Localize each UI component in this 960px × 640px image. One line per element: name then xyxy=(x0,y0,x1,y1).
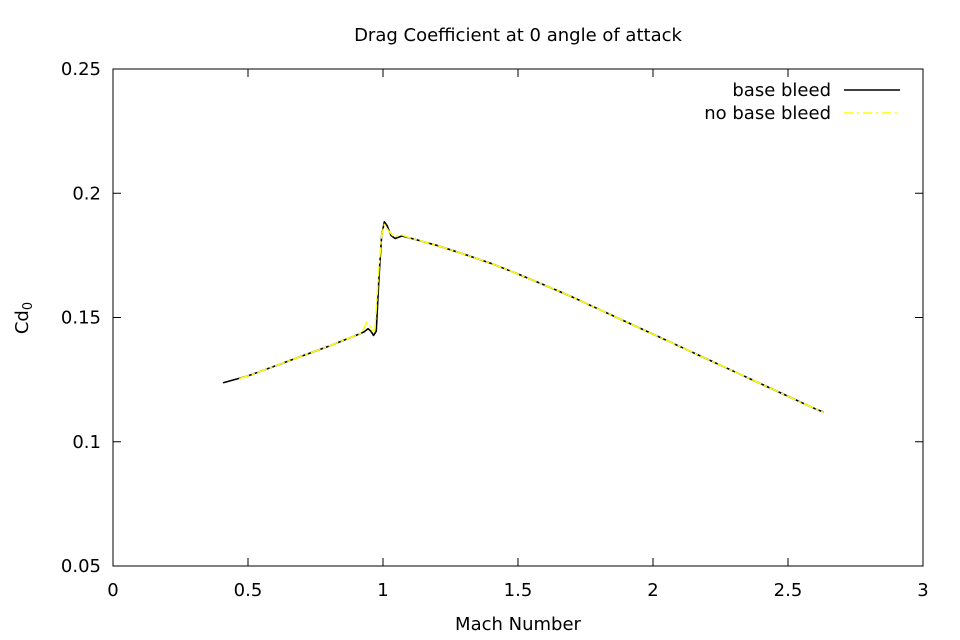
x-axis-label: Mach Number xyxy=(455,614,581,635)
series-layer xyxy=(222,221,824,413)
x-tick-label-0: 0 xyxy=(107,580,118,601)
x-tick-label-1: 1 xyxy=(377,580,388,601)
series-base-bleed xyxy=(222,221,824,413)
y-axis-label-main: Cd xyxy=(12,310,33,334)
series-no-base-bleed xyxy=(239,223,824,413)
y-tick-label-0-2: 0.2 xyxy=(72,183,101,204)
plot-frame xyxy=(112,68,924,567)
legend: base bleed no base bleed xyxy=(704,80,900,124)
y-axis-label-subscript: 0 xyxy=(21,302,36,310)
x-tick-label-1-5: 1.5 xyxy=(504,580,533,601)
x-tick-label-2-5: 2.5 xyxy=(774,580,803,601)
plot-frame-group xyxy=(112,68,924,567)
y-tick-label-0-1: 0.1 xyxy=(72,432,101,453)
legend-label-base-bleed: base bleed xyxy=(732,80,831,101)
x-ticks: 0 0.5 1 1.5 2 2.5 3 xyxy=(107,69,929,601)
y-axis-label: Cd0 xyxy=(12,302,36,334)
series-line-base-bleed xyxy=(222,221,824,413)
y-ticks: 0.05 0.1 0.15 0.2 0.25 xyxy=(61,59,923,577)
legend-label-no-base-bleed: no base bleed xyxy=(704,103,831,124)
y-tick-label-0-15: 0.15 xyxy=(61,308,101,329)
x-tick-label-2: 2 xyxy=(647,580,658,601)
y-tick-label-0-05: 0.05 xyxy=(61,556,101,577)
x-tick-label-3: 3 xyxy=(917,580,928,601)
chart-title: Drag Coefficient at 0 angle of attack xyxy=(354,25,682,46)
x-tick-label-0-5: 0.5 xyxy=(234,580,263,601)
series-line-no-base-bleed xyxy=(239,223,824,413)
y-tick-label-0-25: 0.25 xyxy=(61,59,101,80)
